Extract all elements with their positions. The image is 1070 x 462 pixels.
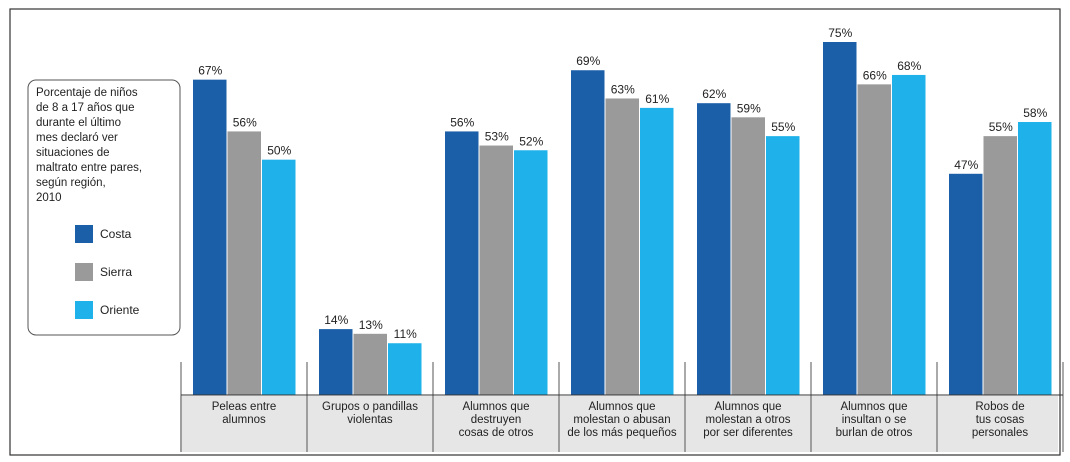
bar	[319, 329, 353, 395]
bar	[640, 107, 674, 395]
x-tick-label: Alumnos que molestan a otros por ser dif…	[703, 401, 793, 439]
bar	[731, 117, 765, 395]
data-label: 75%	[828, 26, 852, 40]
data-label: 63%	[611, 82, 635, 96]
data-label: 66%	[863, 68, 887, 82]
category-band	[180, 396, 1058, 452]
legend-swatch	[75, 225, 93, 243]
x-tick-label: Alumnos que insultan o se burlan de otro…	[835, 401, 913, 439]
data-label: 56%	[450, 115, 474, 129]
x-tick-label: Robos de tus cosas personales	[971, 401, 1029, 439]
bar	[479, 145, 513, 395]
legend-swatch	[75, 263, 93, 281]
data-label: 50%	[267, 144, 291, 158]
x-tick-label: Peleas entre alumnos	[211, 401, 277, 426]
bar	[823, 42, 857, 395]
bar	[262, 159, 296, 395]
legend-label: Costa	[100, 227, 132, 241]
bar	[353, 333, 387, 395]
bar	[857, 84, 891, 396]
data-label: 56%	[233, 115, 257, 129]
bar	[571, 70, 605, 396]
bar	[514, 150, 548, 395]
bar	[227, 131, 261, 395]
legend-label: Oriente	[100, 303, 140, 317]
bar	[766, 136, 800, 395]
frame	[9, 8, 1061, 456]
x-tick-label: Grupos o pandillas violentas	[322, 401, 418, 426]
bar	[949, 173, 983, 395]
bar	[445, 131, 479, 395]
x-tick-label: Alumnos que destruyen cosas de otros	[458, 401, 534, 439]
data-label: 55%	[771, 120, 795, 134]
bar	[697, 103, 731, 395]
bar	[388, 343, 422, 395]
data-label: 62%	[702, 87, 726, 101]
bar	[1018, 122, 1052, 395]
data-label: 58%	[1023, 106, 1047, 120]
x-tick-label: Alumnos que molestan o abusan de los más…	[567, 401, 677, 439]
data-label: 52%	[519, 134, 543, 148]
data-label: 69%	[576, 54, 600, 68]
data-label: 14%	[324, 313, 348, 327]
legend-label: Sierra	[100, 265, 133, 279]
bar	[983, 136, 1017, 395]
bar	[605, 98, 639, 395]
data-label: 67%	[198, 64, 222, 78]
data-label: 47%	[954, 158, 978, 172]
data-label: 11%	[394, 327, 417, 341]
legend-box	[27, 79, 181, 336]
data-label: 68%	[897, 59, 921, 73]
chart-title: Porcentaje de niños de 8 a 17 años que d…	[36, 87, 143, 204]
data-label: 53%	[485, 130, 509, 144]
data-label: 61%	[645, 92, 669, 106]
data-label: 55%	[989, 120, 1013, 134]
bar	[892, 74, 926, 396]
data-label: 13%	[359, 318, 383, 332]
data-label: 59%	[737, 101, 761, 115]
bar	[193, 79, 227, 396]
legend-swatch	[75, 301, 93, 319]
